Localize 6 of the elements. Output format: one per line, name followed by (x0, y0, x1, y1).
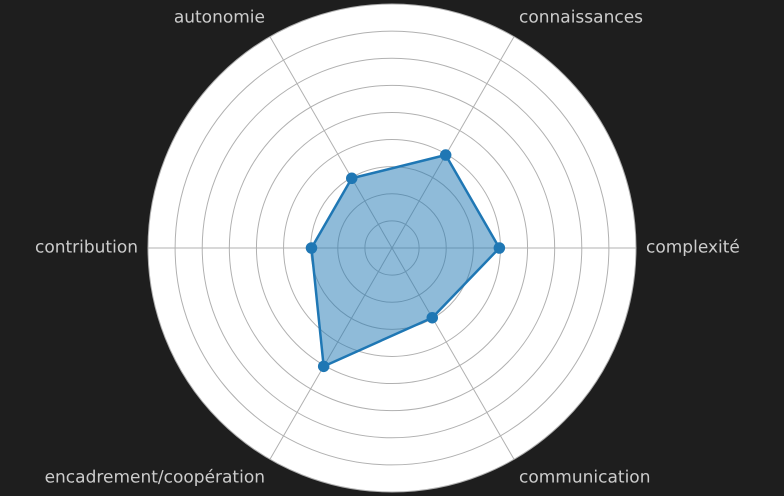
spoke-label: connaissances (519, 7, 644, 28)
spoke-label: autonomie (174, 7, 265, 28)
spoke-label: communication (519, 468, 650, 488)
spoke-label: encadrement/coopération (44, 468, 265, 488)
spoke-label: complexité (646, 237, 740, 258)
spoke-label: contribution (34, 237, 138, 258)
